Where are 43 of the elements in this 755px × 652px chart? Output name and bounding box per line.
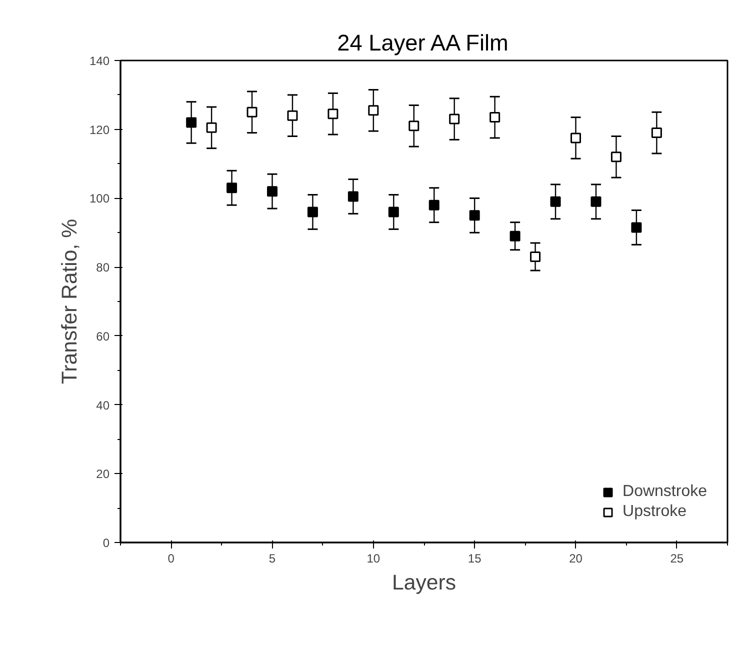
x-axis-title: Layers <box>392 570 456 594</box>
point <box>368 105 379 116</box>
point <box>590 196 602 207</box>
y-tick-label: 80 <box>96 260 110 275</box>
point <box>631 222 642 233</box>
x-tick-label: 15 <box>468 552 482 566</box>
y-tick-label: 140 <box>89 54 110 68</box>
point <box>267 186 278 197</box>
point <box>490 112 500 123</box>
y-axis-title: Transfer Ratio, % <box>57 218 82 384</box>
point <box>226 182 238 194</box>
point <box>510 230 520 242</box>
point <box>287 110 298 121</box>
point <box>246 106 258 118</box>
x-tick-label: 25 <box>670 552 684 566</box>
point <box>206 122 217 133</box>
x-tick-label: 20 <box>569 552 583 566</box>
y-tick-label: 20 <box>96 467 110 482</box>
point <box>328 108 338 120</box>
y-tick-label: 60 <box>96 329 110 344</box>
x-tick-label: 0 <box>168 552 175 566</box>
point <box>408 120 420 132</box>
point <box>186 117 197 128</box>
y-tick-label: 40 <box>96 398 110 412</box>
point <box>307 206 318 218</box>
legend-label: Downstroke <box>622 483 707 501</box>
point <box>610 152 622 162</box>
point <box>348 191 358 202</box>
point <box>570 132 581 144</box>
point <box>651 128 662 138</box>
chart-title: 24 Layer AA Film <box>337 30 508 56</box>
point <box>428 200 440 210</box>
y-tick-label: 120 <box>89 122 110 137</box>
point <box>469 210 480 221</box>
x-tick-label: 5 <box>268 552 276 566</box>
point <box>449 114 460 124</box>
x-tick-label: 10 <box>366 552 380 566</box>
point <box>388 206 399 218</box>
y-tick-label: 0 <box>102 536 110 550</box>
point <box>530 251 541 262</box>
y-tick-label: 100 <box>89 192 110 206</box>
legend-label: Upstroke <box>622 503 687 521</box>
point <box>550 196 561 207</box>
